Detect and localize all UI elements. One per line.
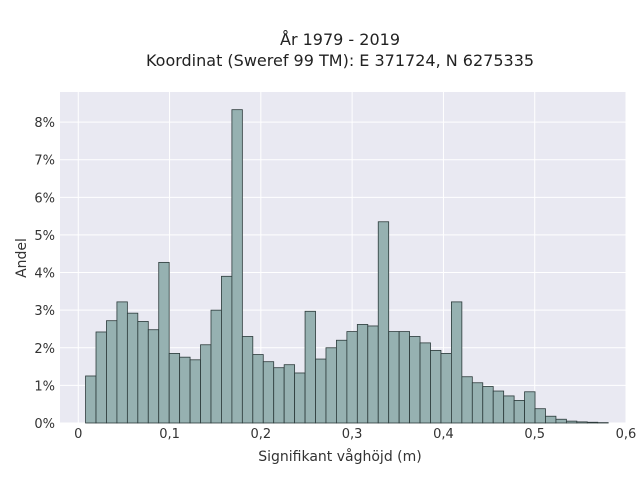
x-tick-label: 0,2 (250, 427, 271, 442)
x-ticks: 0 0,1 0,2 0,3 0,4 0,5 0,6 (74, 427, 636, 442)
y-ticks: 0% 1% 2% 3% 4% 5% 6% 7% 8% (34, 116, 55, 432)
histogram-bar (158, 261, 170, 424)
x-tick-label: 0 (74, 427, 82, 442)
histogram-bar (106, 320, 118, 424)
x-tick-label: 0,6 (616, 427, 637, 442)
histogram-bar (565, 420, 578, 424)
histogram-bar (440, 353, 452, 424)
chart-title-line2: Koordinat (Sweref 99 TM): E 371724, N 62… (146, 51, 534, 70)
bars-group (85, 109, 609, 424)
y-tick-label: 0% (34, 417, 55, 432)
histogram-bar (586, 421, 599, 424)
histogram-bar (346, 331, 358, 424)
histogram-bar (262, 361, 275, 424)
histogram-bar (85, 375, 97, 424)
histogram-bar (545, 415, 557, 424)
histogram-bar (294, 372, 306, 424)
histogram-bar (116, 301, 128, 424)
histogram-bar (147, 329, 160, 424)
histogram-bar (200, 344, 212, 424)
histogram-bar (409, 336, 421, 424)
histogram-bar (189, 359, 201, 424)
histogram-bar (471, 382, 484, 424)
x-tick-label: 0,5 (524, 427, 545, 442)
y-tick-label: 3% (34, 304, 55, 319)
histogram-bar (377, 221, 390, 424)
histogram-bar (137, 321, 149, 424)
histogram-bar (398, 331, 410, 424)
x-axis-label: Signifikant våghöjd (m) (258, 448, 421, 465)
x-tick-label: 0,1 (159, 427, 180, 442)
histogram-bar (273, 367, 285, 424)
histogram-bar (179, 356, 191, 424)
histogram-bar (461, 376, 473, 424)
histogram-bar (304, 310, 316, 424)
histogram-bar (325, 347, 337, 424)
y-tick-label: 6% (34, 191, 55, 206)
y-tick-label: 4% (34, 267, 55, 282)
histogram-bar (283, 364, 296, 424)
histogram-bar (336, 339, 348, 424)
histogram-bar (221, 275, 233, 424)
histogram-bar (524, 391, 536, 424)
histogram-bar (210, 309, 222, 424)
histogram-bar (451, 301, 463, 424)
histogram-bar (534, 408, 546, 424)
y-axis-label: Andel (14, 238, 30, 278)
histogram-bar (252, 354, 264, 424)
x-tick-label: 0,4 (433, 427, 454, 442)
y-tick-label: 5% (34, 229, 55, 244)
x-tick-label: 0,3 (342, 427, 363, 442)
histogram-bar (555, 418, 567, 424)
histogram-bar (126, 312, 139, 424)
histogram-bar (419, 342, 431, 424)
y-tick-label: 1% (34, 379, 55, 394)
histogram-bar (356, 324, 369, 424)
chart-title-line1: År 1979 - 2019 (280, 30, 400, 49)
histogram-bar (576, 421, 588, 424)
histogram-bar (513, 400, 525, 424)
histogram-bar (95, 331, 107, 424)
histogram-bar (241, 336, 254, 424)
histogram-bar (367, 325, 379, 424)
histogram-bar (482, 386, 494, 424)
histogram-bar (168, 353, 181, 424)
histogram-bar (503, 395, 515, 424)
histogram-bar (231, 109, 243, 424)
histogram-bar (492, 390, 505, 424)
y-tick-label: 7% (34, 154, 55, 169)
y-tick-label: 2% (34, 342, 55, 357)
histogram-bar (388, 331, 400, 424)
y-tick-label: 8% (34, 116, 55, 131)
histogram-bar (430, 350, 442, 424)
histogram-bar (315, 358, 327, 424)
